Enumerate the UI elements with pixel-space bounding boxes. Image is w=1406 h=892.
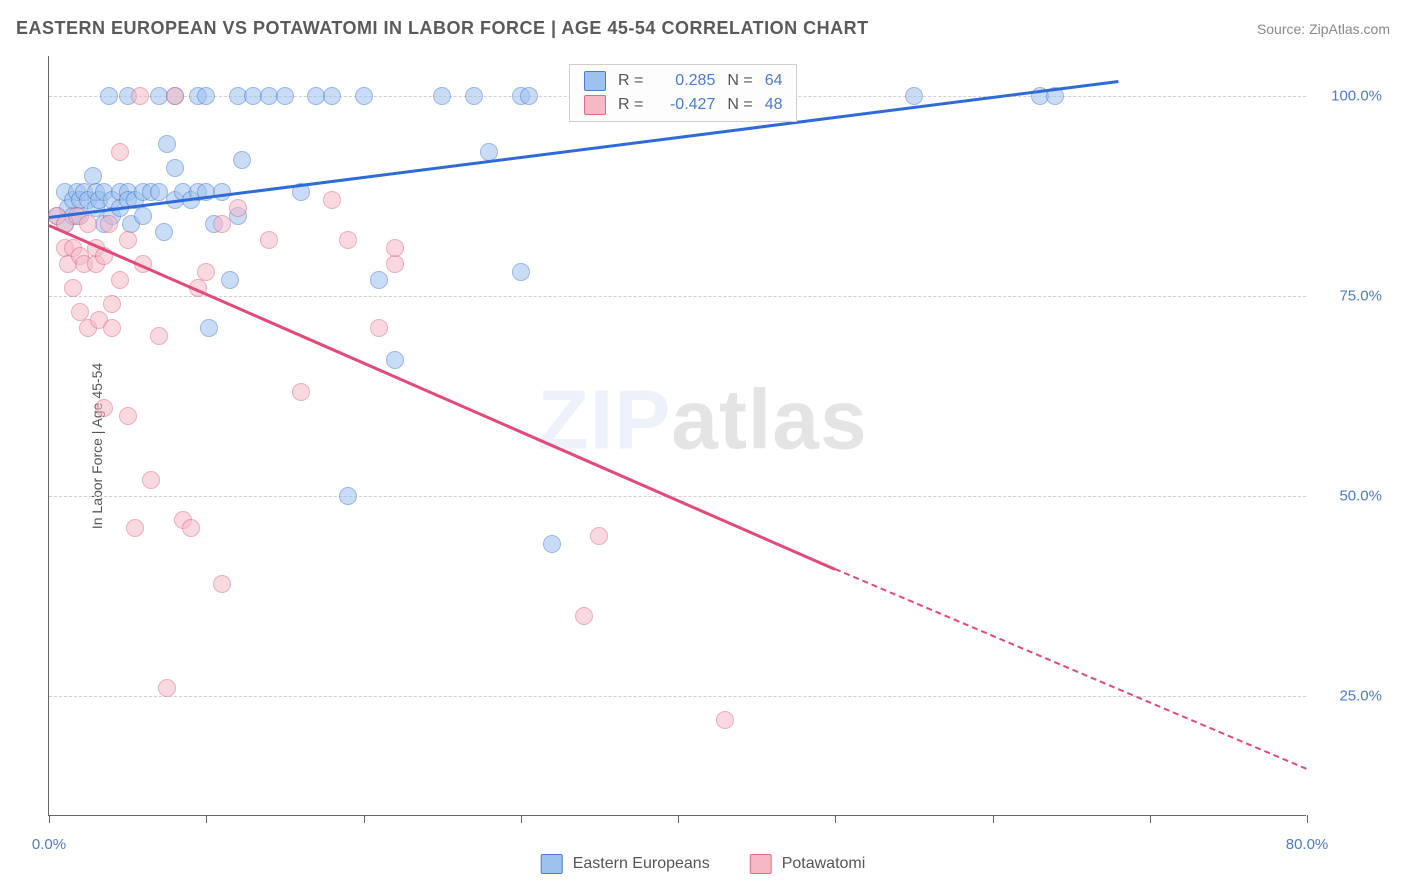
x-tick	[1150, 815, 1151, 823]
data-point-potawatomi	[103, 295, 121, 313]
data-point-eastern_europeans	[158, 135, 176, 153]
data-point-potawatomi	[103, 319, 121, 337]
chart-title: EASTERN EUROPEAN VS POTAWATOMI IN LABOR …	[16, 18, 869, 39]
data-point-eastern_europeans	[339, 487, 357, 505]
data-point-eastern_europeans	[155, 223, 173, 241]
data-point-potawatomi	[150, 327, 168, 345]
trend-line-dash	[835, 568, 1308, 770]
data-point-potawatomi	[79, 215, 97, 233]
data-point-potawatomi	[126, 519, 144, 537]
x-tick	[206, 815, 207, 823]
data-point-eastern_europeans	[276, 87, 294, 105]
data-point-eastern_europeans	[134, 207, 152, 225]
data-point-potawatomi	[95, 399, 113, 417]
data-point-eastern_europeans	[213, 183, 231, 201]
data-point-eastern_europeans	[166, 159, 184, 177]
x-tick	[835, 815, 836, 823]
legend-item-potawatomi: Potawatomi	[750, 854, 866, 874]
stat-n-value: 64	[765, 72, 783, 90]
legend-label: Potawatomi	[782, 855, 866, 873]
watermark-zip: ZIP	[538, 373, 672, 467]
data-point-potawatomi	[182, 519, 200, 537]
stat-n-label: N =	[727, 72, 752, 90]
legend: Eastern Europeans Potawatomi	[541, 854, 866, 874]
watermark-atlas: atlas	[671, 373, 867, 467]
x-tick	[993, 815, 994, 823]
trend-line	[48, 224, 835, 571]
data-point-potawatomi	[229, 199, 247, 217]
gridline-h	[49, 296, 1306, 297]
data-point-potawatomi	[323, 191, 341, 209]
gridline-h	[49, 696, 1306, 697]
data-point-potawatomi	[386, 239, 404, 257]
x-tick-label: 80.0%	[1286, 836, 1329, 853]
data-point-eastern_europeans	[433, 87, 451, 105]
data-point-eastern_europeans	[512, 263, 530, 281]
data-point-eastern_europeans	[200, 319, 218, 337]
data-point-potawatomi	[590, 527, 608, 545]
data-point-potawatomi	[111, 271, 129, 289]
x-tick-label: 0.0%	[32, 836, 66, 853]
x-tick	[364, 815, 365, 823]
data-point-eastern_europeans	[386, 351, 404, 369]
x-tick	[49, 815, 50, 823]
data-point-eastern_europeans	[323, 87, 341, 105]
data-point-eastern_europeans	[221, 271, 239, 289]
data-point-potawatomi	[100, 215, 118, 233]
stat-r-value: 0.285	[655, 72, 715, 90]
data-point-potawatomi	[131, 87, 149, 105]
data-point-potawatomi	[213, 215, 231, 233]
data-point-eastern_europeans	[100, 87, 118, 105]
stat-r-label: R =	[618, 96, 643, 114]
data-point-potawatomi	[158, 679, 176, 697]
data-point-eastern_europeans	[465, 87, 483, 105]
x-tick	[1307, 815, 1308, 823]
data-point-eastern_europeans	[520, 87, 538, 105]
legend-item-eastern_europeans: Eastern Europeans	[541, 854, 710, 874]
data-point-potawatomi	[575, 607, 593, 625]
data-point-potawatomi	[111, 143, 129, 161]
stats-row-eastern_europeans: R = 0.285 N = 64	[570, 69, 796, 93]
y-tick-label: 25.0%	[1339, 688, 1382, 705]
data-point-potawatomi	[166, 87, 184, 105]
data-point-potawatomi	[716, 711, 734, 729]
stats-row-potawatomi: R = -0.427 N = 48	[570, 93, 796, 117]
stat-r-value: -0.427	[655, 96, 715, 114]
data-point-potawatomi	[260, 231, 278, 249]
x-tick	[521, 815, 522, 823]
data-point-potawatomi	[142, 471, 160, 489]
data-point-potawatomi	[386, 255, 404, 273]
legend-label: Eastern Europeans	[573, 855, 710, 873]
data-point-potawatomi	[119, 407, 137, 425]
scatter-plot: ZIPatlas 25.0%50.0%75.0%100.0%0.0%80.0%R…	[48, 56, 1306, 816]
legend-swatch	[541, 854, 563, 874]
data-point-potawatomi	[370, 319, 388, 337]
legend-swatch	[750, 854, 772, 874]
data-point-eastern_europeans	[355, 87, 373, 105]
x-tick	[678, 815, 679, 823]
y-tick-label: 100.0%	[1331, 88, 1382, 105]
data-point-eastern_europeans	[543, 535, 561, 553]
data-point-potawatomi	[213, 575, 231, 593]
data-point-eastern_europeans	[905, 87, 923, 105]
watermark: ZIPatlas	[538, 372, 868, 469]
source-label: Source: ZipAtlas.com	[1257, 21, 1390, 37]
data-point-eastern_europeans	[370, 271, 388, 289]
stat-r-label: R =	[618, 72, 643, 90]
data-point-eastern_europeans	[233, 151, 251, 169]
data-point-potawatomi	[339, 231, 357, 249]
gridline-h	[49, 496, 1306, 497]
stats-box: R = 0.285 N = 64 R = -0.427 N = 48	[569, 64, 797, 122]
stat-n-label: N =	[727, 96, 752, 114]
data-point-potawatomi	[197, 263, 215, 281]
legend-swatch	[584, 71, 606, 91]
legend-swatch	[584, 95, 606, 115]
data-point-eastern_europeans	[197, 87, 215, 105]
data-point-potawatomi	[64, 279, 82, 297]
data-point-potawatomi	[119, 231, 137, 249]
y-tick-label: 75.0%	[1339, 288, 1382, 305]
data-point-potawatomi	[292, 383, 310, 401]
y-tick-label: 50.0%	[1339, 488, 1382, 505]
stat-n-value: 48	[765, 96, 783, 114]
